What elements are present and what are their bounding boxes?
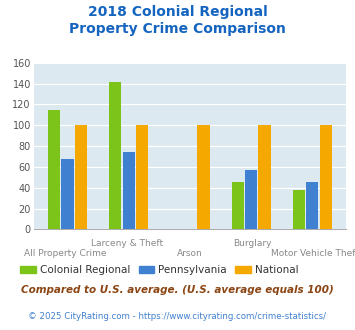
Bar: [245, 170, 257, 229]
Bar: [136, 125, 148, 229]
Bar: [109, 82, 121, 229]
Bar: [320, 125, 332, 229]
Bar: [48, 110, 60, 229]
Text: Motor Vehicle Theft: Motor Vehicle Theft: [271, 249, 355, 258]
Text: Compared to U.S. average. (U.S. average equals 100): Compared to U.S. average. (U.S. average …: [21, 285, 334, 295]
Bar: [61, 158, 73, 229]
Bar: [258, 125, 271, 229]
Text: Arson: Arson: [177, 249, 203, 258]
Text: © 2025 CityRating.com - https://www.cityrating.com/crime-statistics/: © 2025 CityRating.com - https://www.city…: [28, 312, 327, 321]
Bar: [75, 125, 87, 229]
Text: Burglary: Burglary: [233, 239, 272, 248]
Bar: [306, 182, 318, 229]
Bar: [197, 125, 209, 229]
Bar: [231, 182, 244, 229]
Text: 2018 Colonial Regional
Property Crime Comparison: 2018 Colonial Regional Property Crime Co…: [69, 5, 286, 36]
Bar: [122, 152, 135, 229]
Legend: Colonial Regional, Pennsylvania, National: Colonial Regional, Pennsylvania, Nationa…: [16, 261, 303, 279]
Text: All Property Crime: All Property Crime: [24, 249, 106, 258]
Text: Larceny & Theft: Larceny & Theft: [91, 239, 164, 248]
Bar: [293, 190, 305, 229]
